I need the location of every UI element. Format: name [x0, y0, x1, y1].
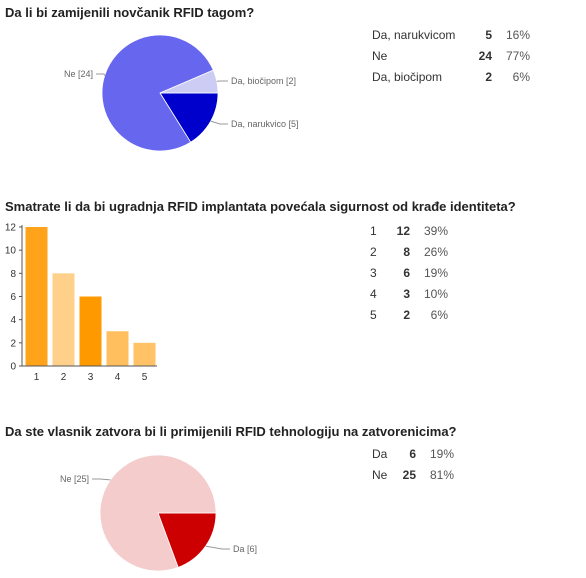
- stats-label: 3: [370, 265, 377, 280]
- y-tick-label: 6: [10, 292, 16, 303]
- pie-leader-line: [96, 73, 106, 76]
- stats-percent: 19%: [423, 265, 448, 280]
- x-tick-label: 5: [142, 372, 148, 383]
- stats-count: 5: [485, 27, 492, 42]
- stats-row: Ne 24 77%: [372, 45, 530, 66]
- stats-label: Da: [372, 446, 388, 461]
- stats-table-1: Da, narukvicom 5 16% Ne 24 77% Da, biočipom 2…: [372, 24, 530, 87]
- stats-label: Ne: [372, 467, 388, 482]
- x-tick-label: 3: [88, 372, 94, 383]
- stats-label: 1: [370, 223, 377, 238]
- y-tick-label: 8: [10, 269, 16, 280]
- stats-percent: 16%: [505, 27, 530, 42]
- stats-row: 3 6 19%: [370, 262, 448, 283]
- x-tick-label: 4: [115, 372, 121, 383]
- stats-count: 2: [485, 69, 492, 84]
- stats-table-3: Da 6 19% Ne 25 81%: [372, 443, 454, 485]
- bar: [79, 296, 102, 366]
- stats-percent: 81%: [429, 467, 454, 482]
- stats-row: Da, narukvicom 5 16%: [372, 24, 530, 45]
- pie-slice-label: Ne [25]: [60, 474, 89, 484]
- pie-leader-line: [210, 120, 228, 125]
- question-2-title: Smatrate li da bi ugradnja RFID implanta…: [5, 199, 516, 214]
- pie-leader-line: [92, 478, 111, 481]
- stats-table-2: 1 12 39% 2 8 26% 3 6 19% 4 3 10% 5 2 6%: [370, 220, 448, 325]
- stats-percent: 19%: [429, 446, 454, 461]
- question-1-title: Da li bi zamijenili novčanik RFID tagom?: [5, 5, 255, 20]
- stats-percent: 39%: [423, 223, 448, 238]
- stats-label: Da, narukvicom: [372, 27, 456, 42]
- stats-percent: 6%: [512, 69, 530, 84]
- stats-count: 6: [403, 265, 410, 280]
- y-tick-label: 12: [5, 223, 17, 234]
- pie-slice: [101, 34, 214, 152]
- stats-label: 4: [370, 286, 377, 301]
- stats-label: Ne: [372, 48, 388, 63]
- stats-percent: 10%: [423, 286, 448, 301]
- pie-leader-line: [205, 545, 230, 550]
- x-tick-label: 1: [34, 372, 40, 383]
- y-tick-label: 4: [10, 315, 16, 326]
- question-3-title: Da ste vlasnik zatvora bi li primijenili…: [5, 424, 457, 439]
- pie-slice-label: Da, narukvico [5]: [231, 119, 299, 129]
- stats-row: Da 6 19%: [372, 443, 454, 464]
- pie-slice-label: Da [6]: [233, 544, 257, 554]
- stats-row: 4 3 10%: [370, 283, 448, 304]
- stats-count: 25: [402, 467, 416, 482]
- stats-percent: 77%: [505, 48, 530, 63]
- stats-row: Ne 25 81%: [372, 464, 454, 485]
- bar: [52, 273, 75, 366]
- bar: [25, 227, 48, 366]
- stats-count: 8: [403, 244, 410, 259]
- stats-count: 24: [478, 48, 492, 63]
- stats-label: Da, biočipom: [372, 69, 443, 84]
- stats-row: Da, biočipom 2 6%: [372, 66, 530, 87]
- pie-slice: [99, 454, 217, 572]
- stats-count: 6: [409, 446, 416, 461]
- pie-slice-label: Da, biočipom [2]: [231, 76, 296, 86]
- stats-count: 2: [403, 307, 410, 322]
- stats-row: 5 2 6%: [370, 304, 448, 325]
- stats-row: 1 12 39%: [370, 220, 448, 241]
- bar: [133, 342, 156, 366]
- x-tick-label: 2: [61, 372, 67, 383]
- stats-row: 2 8 26%: [370, 241, 448, 262]
- y-tick-label: 2: [10, 338, 16, 349]
- y-tick-label: 10: [5, 246, 17, 257]
- stats-count: 12: [396, 223, 410, 238]
- y-tick-label: 0: [10, 362, 16, 373]
- stats-label: 2: [370, 244, 377, 259]
- stats-percent: 26%: [423, 244, 448, 259]
- stats-count: 3: [403, 286, 410, 301]
- pie-slice-label: Ne [24]: [64, 69, 93, 79]
- bar: [106, 331, 129, 366]
- stats-percent: 6%: [430, 307, 448, 322]
- stats-label: 5: [370, 307, 377, 322]
